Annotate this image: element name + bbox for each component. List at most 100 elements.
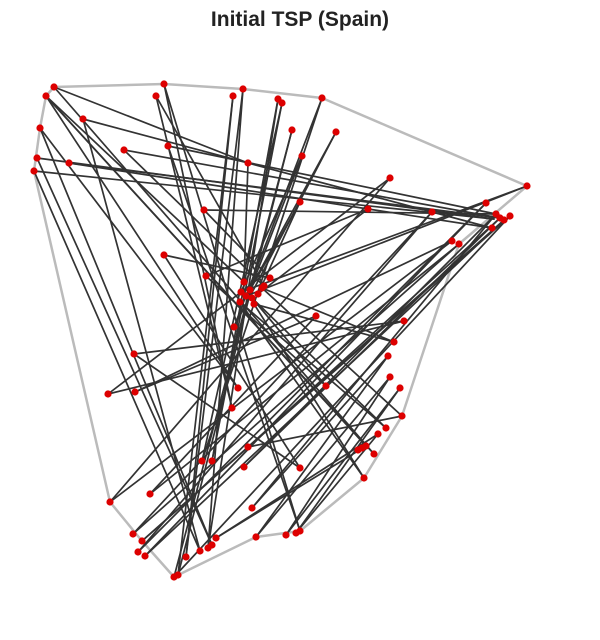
city-point (428, 208, 436, 216)
route-segment (177, 129, 293, 576)
route-layer (33, 83, 528, 578)
city-point (79, 115, 87, 123)
city-point (33, 154, 41, 162)
city-point (130, 350, 138, 358)
route-segment (251, 355, 389, 509)
route-segment (261, 287, 395, 343)
route-segment (255, 355, 389, 538)
route-segment (45, 95, 239, 389)
city-point (230, 323, 238, 331)
city-point (364, 205, 372, 213)
city-point (396, 384, 404, 392)
city-point (296, 527, 304, 535)
route-segment (205, 208, 369, 277)
city-point (160, 251, 168, 259)
city-point (296, 198, 304, 206)
city-point (496, 214, 504, 222)
city-point (242, 292, 250, 300)
city-point (250, 300, 258, 308)
city-points-layer (30, 80, 531, 581)
city-point (260, 282, 268, 290)
route-segment (39, 127, 213, 546)
route-segment (123, 149, 265, 287)
route-segment (239, 301, 387, 429)
route-segment (245, 185, 528, 297)
city-point (240, 463, 248, 471)
city-point (196, 547, 204, 555)
city-point (200, 206, 208, 214)
city-point (332, 128, 340, 136)
city-point (296, 464, 304, 472)
city-point (42, 92, 50, 100)
city-point (374, 430, 382, 438)
city-point (455, 240, 463, 248)
city-point (182, 553, 190, 561)
route-segment (243, 213, 497, 468)
city-point (278, 99, 286, 107)
city-point (390, 338, 398, 346)
city-point (266, 274, 274, 282)
route-segment (185, 95, 234, 558)
city-point (50, 83, 58, 91)
city-point (386, 373, 394, 381)
city-point (208, 457, 216, 465)
route-segment (247, 217, 501, 448)
city-point (202, 272, 210, 280)
city-point (288, 126, 296, 134)
city-point (248, 504, 256, 512)
city-point (164, 142, 172, 150)
route-segment (207, 88, 244, 549)
route-segment (243, 162, 249, 283)
city-point (246, 286, 254, 294)
city-point (252, 533, 260, 541)
city-point (138, 537, 146, 545)
city-point (506, 212, 514, 220)
route-segment (203, 209, 497, 215)
route-segment (82, 118, 493, 229)
city-point (104, 390, 112, 398)
city-point (134, 548, 142, 556)
city-point (354, 446, 362, 454)
route-segment (53, 86, 375, 455)
city-point (131, 388, 139, 396)
city-point (152, 92, 160, 100)
route-segment (132, 243, 460, 535)
route-segment (133, 320, 405, 355)
route-segment (163, 83, 301, 532)
route-segment (285, 387, 401, 536)
city-point (523, 182, 531, 190)
route-segment (82, 118, 201, 552)
city-point (141, 552, 149, 560)
city-point (174, 571, 182, 579)
city-point (237, 288, 245, 296)
city-point (398, 412, 406, 420)
city-point (129, 530, 137, 538)
route-segment (109, 240, 453, 503)
city-point (312, 312, 320, 320)
route-segment (285, 376, 391, 536)
city-point (239, 85, 247, 93)
city-point (234, 384, 242, 392)
route-segment (167, 145, 497, 215)
route-segment (163, 83, 233, 409)
route-segment (251, 297, 387, 429)
city-point (160, 80, 168, 88)
city-point (106, 498, 114, 506)
route-segment (68, 162, 493, 229)
city-point (298, 152, 306, 160)
route-segment (132, 211, 433, 535)
city-point (400, 317, 408, 325)
route-segment (53, 86, 249, 164)
city-point (244, 159, 252, 167)
route-segment (137, 211, 433, 553)
route-segment (249, 155, 303, 291)
city-point (488, 224, 496, 232)
route-segment (257, 201, 301, 295)
route-segment (109, 177, 391, 503)
city-point (198, 457, 206, 465)
chart-title: Initial TSP (Spain) (210, 8, 390, 31)
route-segment (245, 131, 337, 297)
city-point (236, 298, 244, 306)
city-point (386, 174, 394, 182)
